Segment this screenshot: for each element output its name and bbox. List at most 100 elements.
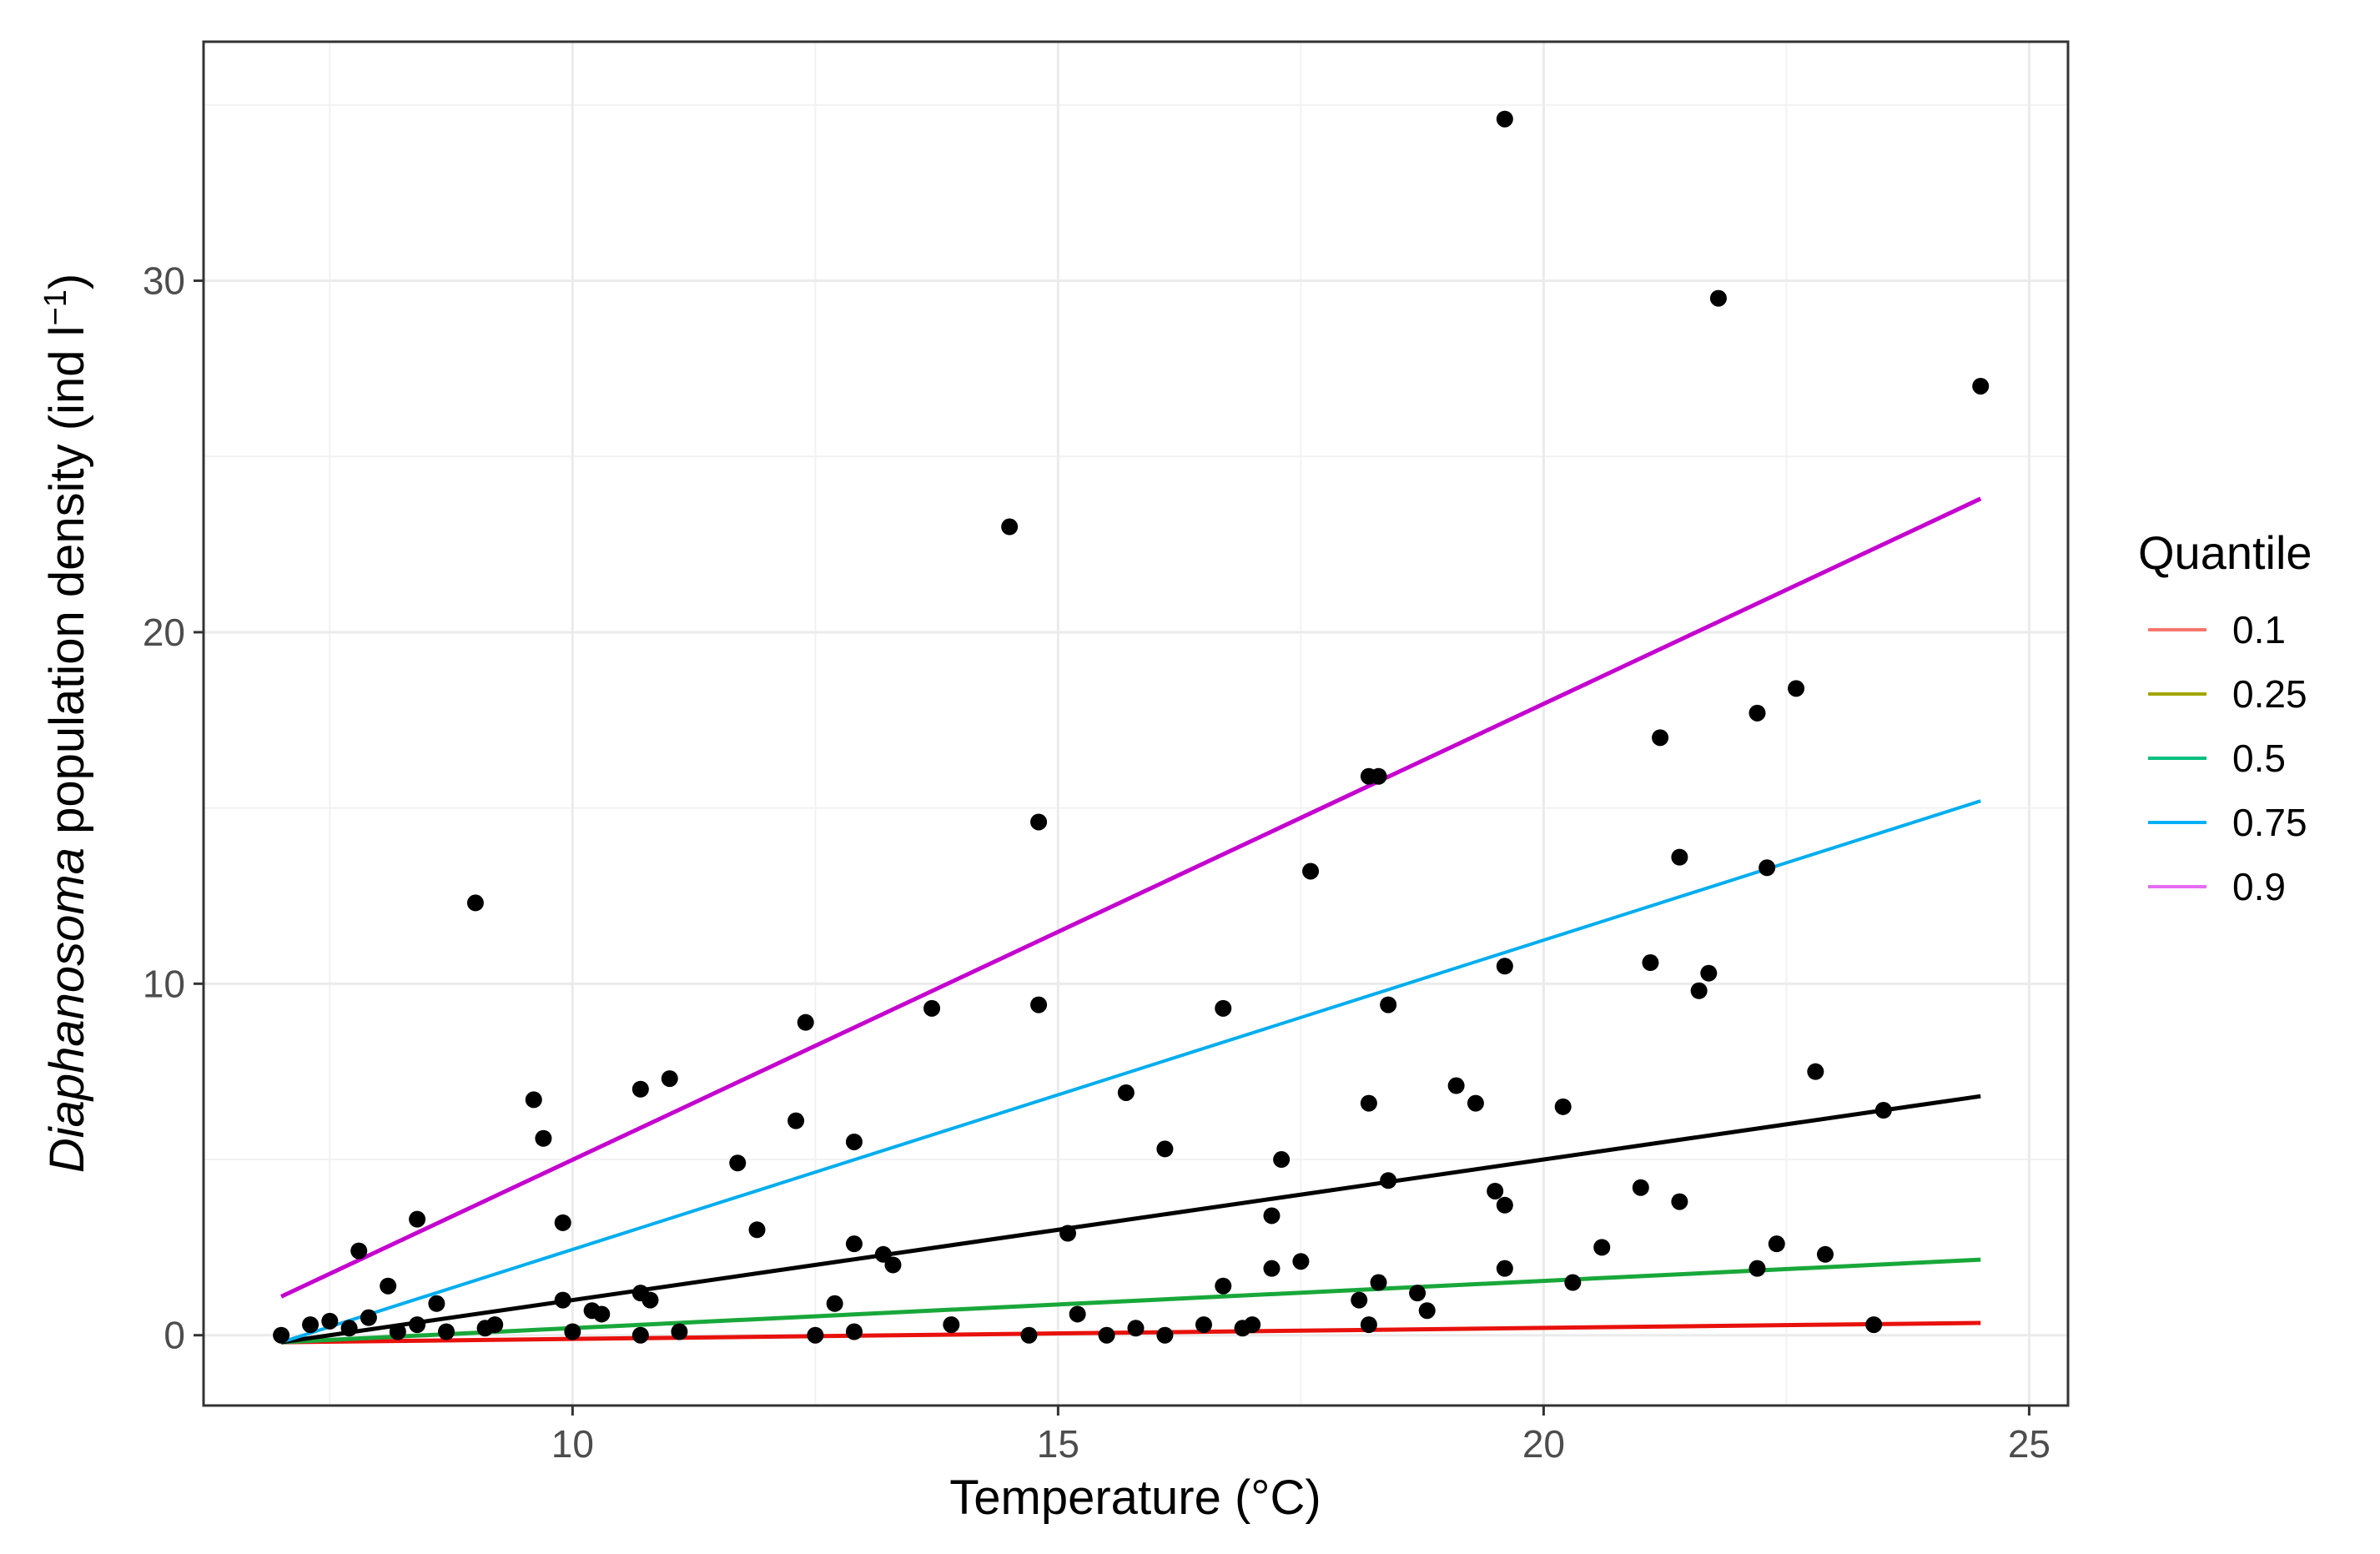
data-point <box>1788 680 1805 697</box>
x-tick-label: 15 <box>1037 1422 1079 1466</box>
data-point <box>1360 1316 1377 1334</box>
data-point <box>642 1291 659 1309</box>
data-point <box>1030 813 1048 831</box>
data-point <box>1467 1094 1484 1112</box>
data-point <box>1768 1235 1785 1253</box>
data-point <box>1632 1179 1649 1196</box>
y-tick-label: 10 <box>143 962 185 1005</box>
x-axis-title: Temperature (°C) <box>949 1471 1321 1525</box>
data-point <box>409 1316 426 1334</box>
data-point <box>1380 996 1397 1013</box>
data-point <box>1700 964 1718 982</box>
data-points <box>273 110 1990 1344</box>
data-point <box>1156 1140 1174 1158</box>
data-point <box>1642 954 1659 972</box>
y-axis-ticks: 0 10 20 30 <box>143 259 204 1357</box>
data-point <box>807 1326 824 1344</box>
data-point <box>1447 1077 1465 1094</box>
data-point <box>1302 862 1320 880</box>
data-point <box>1195 1316 1212 1334</box>
data-point <box>1972 377 1990 395</box>
data-point <box>389 1323 406 1340</box>
data-point <box>826 1295 843 1312</box>
data-point <box>1273 1151 1291 1169</box>
data-point <box>1370 1274 1387 1291</box>
regression-line-q0.9 <box>280 496 1982 1299</box>
data-point <box>1127 1320 1145 1337</box>
data-point <box>845 1133 863 1150</box>
data-point <box>1671 1193 1688 1210</box>
data-point <box>1816 1245 1834 1263</box>
legend: Quantile 0.1 0.25 0.5 0.75 0.9 <box>2138 526 2312 908</box>
data-point <box>1263 1260 1281 1277</box>
data-point <box>1496 110 1513 128</box>
data-point <box>1020 1326 1038 1344</box>
data-point <box>631 1326 649 1344</box>
y-axis-title-italic: Diaphanosoma <box>40 847 94 1173</box>
data-point <box>1496 1260 1513 1277</box>
legend-entries: 0.1 0.25 0.5 0.75 0.9 <box>2148 608 2307 908</box>
legend-label: 0.1 <box>2232 608 2286 651</box>
data-point <box>1487 1182 1504 1199</box>
data-point <box>535 1129 552 1147</box>
data-point <box>1671 848 1688 866</box>
data-point <box>340 1320 358 1337</box>
data-point <box>1865 1316 1883 1334</box>
data-point <box>1263 1207 1281 1225</box>
data-point <box>787 1112 805 1129</box>
data-point <box>1554 1098 1572 1115</box>
data-point <box>1156 1326 1174 1344</box>
grid-minor <box>204 42 2068 1406</box>
data-point <box>1360 1094 1377 1112</box>
plot-border <box>202 40 2070 1407</box>
data-point <box>1292 1253 1310 1270</box>
data-point <box>1496 958 1513 975</box>
data-point <box>1117 1084 1135 1101</box>
data-point <box>360 1309 377 1326</box>
data-point <box>671 1323 688 1340</box>
data-point <box>350 1242 368 1260</box>
data-point <box>1069 1305 1086 1323</box>
data-point <box>1874 1102 1892 1119</box>
x-tick-label: 20 <box>1522 1422 1565 1466</box>
grid-major <box>204 42 2068 1406</box>
data-point <box>1564 1274 1582 1291</box>
data-point <box>1409 1285 1426 1302</box>
data-point <box>1030 996 1048 1013</box>
data-point <box>661 1070 678 1088</box>
x-axis-ticks: 10 15 20 25 <box>551 1406 2050 1466</box>
data-point <box>1749 1260 1766 1277</box>
data-point <box>1380 1172 1397 1189</box>
data-point <box>486 1316 504 1334</box>
legend-label: 0.75 <box>2232 801 2307 844</box>
data-point <box>884 1256 902 1274</box>
data-point <box>1001 518 1019 536</box>
data-point <box>273 1326 290 1344</box>
y-tick-label: 0 <box>164 1314 185 1357</box>
y-axis-title: Diaphanosoma population density (ind l−1… <box>38 274 94 1173</box>
data-point <box>466 894 484 912</box>
data-point <box>564 1323 581 1340</box>
data-point <box>554 1214 571 1231</box>
data-point <box>302 1316 320 1334</box>
data-point <box>1098 1326 1115 1344</box>
regression-line-q0.5-green <box>281 1257 1981 1345</box>
y-tick-label: 20 <box>143 611 185 654</box>
data-point <box>1807 1063 1824 1080</box>
data-point <box>1370 767 1387 785</box>
data-point <box>1749 704 1766 722</box>
data-point <box>1059 1225 1077 1242</box>
data-point <box>409 1210 426 1228</box>
y-axis-title-superscript: −1 <box>38 289 73 325</box>
y-axis-title-close: ) <box>40 274 94 289</box>
data-point <box>554 1291 571 1309</box>
data-point <box>593 1305 611 1323</box>
data-point <box>1496 1196 1513 1214</box>
data-point <box>1709 289 1727 307</box>
data-point <box>943 1316 960 1334</box>
x-tick-label: 25 <box>2008 1422 2050 1466</box>
data-point <box>380 1277 397 1295</box>
data-point <box>631 1080 649 1098</box>
legend-label: 0.9 <box>2232 865 2286 908</box>
